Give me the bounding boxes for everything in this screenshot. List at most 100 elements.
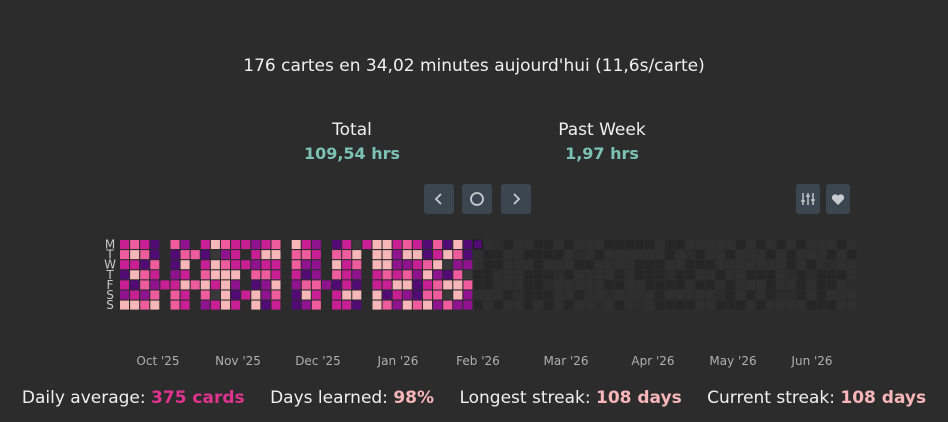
heatmap-day-cell[interactable] bbox=[362, 290, 372, 300]
heatmap-day-cell[interactable] bbox=[352, 290, 362, 300]
heatmap-day-cell[interactable] bbox=[271, 260, 281, 270]
heatmap-day-cell[interactable] bbox=[210, 280, 220, 290]
heatmap-day-cell[interactable] bbox=[332, 240, 342, 249]
heatmap-day-cell[interactable] bbox=[604, 250, 614, 260]
heatmap-day-cell[interactable] bbox=[534, 270, 544, 280]
heatmap-day-cell[interactable] bbox=[120, 270, 129, 280]
heatmap-day-cell[interactable] bbox=[271, 280, 281, 290]
heatmap-day-cell[interactable] bbox=[564, 270, 574, 280]
heatmap-day-cell[interactable] bbox=[736, 300, 746, 310]
heatmap-day-cell[interactable] bbox=[271, 240, 281, 249]
heatmap-day-cell[interactable] bbox=[837, 250, 847, 260]
heatmap-day-cell[interactable] bbox=[261, 270, 271, 280]
heatmap-day-cell[interactable] bbox=[423, 250, 432, 260]
heatmap-day-cell[interactable] bbox=[251, 260, 261, 270]
heatmap-day-cell[interactable] bbox=[614, 290, 624, 300]
heatmap-day-cell[interactable] bbox=[726, 270, 735, 280]
heatmap-day-cell[interactable] bbox=[241, 250, 251, 260]
heatmap-day-cell[interactable] bbox=[362, 250, 372, 260]
heatmap-day-cell[interactable] bbox=[594, 300, 604, 310]
heatmap-day-cell[interactable] bbox=[190, 280, 200, 290]
heatmap-day-cell[interactable] bbox=[412, 300, 422, 310]
heatmap-day-cell[interactable] bbox=[837, 240, 847, 249]
heatmap-day-cell[interactable] bbox=[412, 290, 422, 300]
heatmap-day-cell[interactable] bbox=[847, 290, 857, 300]
heatmap-day-cell[interactable] bbox=[635, 240, 645, 249]
heatmap-day-cell[interactable] bbox=[493, 260, 503, 270]
heatmap-day-cell[interactable] bbox=[301, 240, 311, 249]
heatmap-day-cell[interactable] bbox=[423, 280, 432, 290]
heatmap-day-cell[interactable] bbox=[645, 260, 655, 270]
heatmap-day-cell[interactable] bbox=[715, 290, 725, 300]
heatmap-day-cell[interactable] bbox=[210, 240, 220, 249]
heatmap-day-cell[interactable] bbox=[655, 240, 665, 249]
heatmap-day-cell[interactable] bbox=[150, 290, 160, 300]
heatmap-day-cell[interactable] bbox=[715, 250, 725, 260]
previous-year-button[interactable] bbox=[424, 184, 454, 214]
heatmap-day-cell[interactable] bbox=[665, 300, 675, 310]
heatmap-day-cell[interactable] bbox=[251, 240, 261, 249]
heatmap-day-cell[interactable] bbox=[433, 280, 443, 290]
heatmap-day-cell[interactable] bbox=[160, 270, 170, 280]
heatmap-day-cell[interactable] bbox=[190, 260, 200, 270]
heatmap-day-cell[interactable] bbox=[170, 270, 180, 280]
heatmap-day-cell[interactable] bbox=[210, 270, 220, 280]
heatmap-day-cell[interactable] bbox=[574, 300, 584, 310]
heatmap-day-cell[interactable] bbox=[675, 260, 685, 270]
heatmap-day-cell[interactable] bbox=[705, 270, 715, 280]
heatmap-day-cell[interactable] bbox=[402, 280, 412, 290]
heatmap-day-cell[interactable] bbox=[261, 240, 271, 249]
heatmap-day-cell[interactable] bbox=[130, 260, 140, 270]
heatmap-day-cell[interactable] bbox=[685, 280, 695, 290]
heatmap-day-cell[interactable] bbox=[291, 260, 301, 270]
heatmap-day-cell[interactable] bbox=[503, 260, 513, 270]
heatmap-day-cell[interactable] bbox=[756, 290, 766, 300]
heatmap-day-cell[interactable] bbox=[412, 270, 422, 280]
heatmap-day-cell[interactable] bbox=[473, 270, 483, 280]
heatmap-day-cell[interactable] bbox=[463, 250, 473, 260]
heatmap-day-cell[interactable] bbox=[705, 290, 715, 300]
heatmap-day-cell[interactable] bbox=[534, 290, 544, 300]
heatmap-day-cell[interactable] bbox=[453, 240, 463, 249]
heatmap-day-cell[interactable] bbox=[776, 260, 786, 270]
heatmap-day-cell[interactable] bbox=[190, 270, 200, 280]
heatmap-day-cell[interactable] bbox=[210, 250, 220, 260]
heatmap-day-cell[interactable] bbox=[261, 290, 271, 300]
heatmap-day-cell[interactable] bbox=[311, 280, 321, 290]
heatmap-day-cell[interactable] bbox=[261, 300, 271, 310]
heatmap-day-cell[interactable] bbox=[827, 250, 836, 260]
heatmap-day-cell[interactable] bbox=[574, 290, 584, 300]
heatmap-day-cell[interactable] bbox=[160, 300, 170, 310]
heatmap-day-cell[interactable] bbox=[200, 280, 210, 290]
heatmap-day-cell[interactable] bbox=[574, 250, 584, 260]
heatmap-day-cell[interactable] bbox=[382, 280, 392, 290]
heatmap-day-cell[interactable] bbox=[170, 290, 180, 300]
heatmap-day-cell[interactable] bbox=[513, 290, 523, 300]
heatmap-day-cell[interactable] bbox=[271, 290, 281, 300]
heatmap-day-cell[interactable] bbox=[715, 280, 725, 290]
heatmap-day-cell[interactable] bbox=[645, 280, 655, 290]
heatmap-day-cell[interactable] bbox=[291, 240, 301, 249]
heatmap-day-cell[interactable] bbox=[352, 270, 362, 280]
heatmap-day-cell[interactable] bbox=[342, 240, 352, 249]
heatmap-day-cell[interactable] bbox=[433, 250, 443, 260]
heatmap-day-cell[interactable] bbox=[140, 260, 150, 270]
heatmap-day-cell[interactable] bbox=[241, 260, 251, 270]
heatmap-day-cell[interactable] bbox=[362, 300, 372, 310]
heatmap-day-cell[interactable] bbox=[160, 260, 170, 270]
heatmap-day-cell[interactable] bbox=[756, 300, 766, 310]
heatmap-day-cell[interactable] bbox=[645, 290, 655, 300]
heatmap-day-cell[interactable] bbox=[806, 270, 816, 280]
heatmap-day-cell[interactable] bbox=[766, 280, 776, 290]
heatmap-day-cell[interactable] bbox=[291, 270, 301, 280]
heatmap-day-cell[interactable] bbox=[231, 290, 241, 300]
heatmap-day-cell[interactable] bbox=[291, 280, 301, 290]
heatmap-day-cell[interactable] bbox=[756, 240, 766, 249]
heatmap-day-cell[interactable] bbox=[584, 280, 594, 290]
heatmap-day-cell[interactable] bbox=[443, 270, 453, 280]
heatmap-day-cell[interactable] bbox=[372, 290, 382, 300]
heatmap-day-cell[interactable] bbox=[150, 260, 160, 270]
heatmap-day-cell[interactable] bbox=[594, 240, 604, 249]
heatmap-day-cell[interactable] bbox=[241, 280, 251, 290]
heatmap-day-cell[interactable] bbox=[655, 290, 665, 300]
